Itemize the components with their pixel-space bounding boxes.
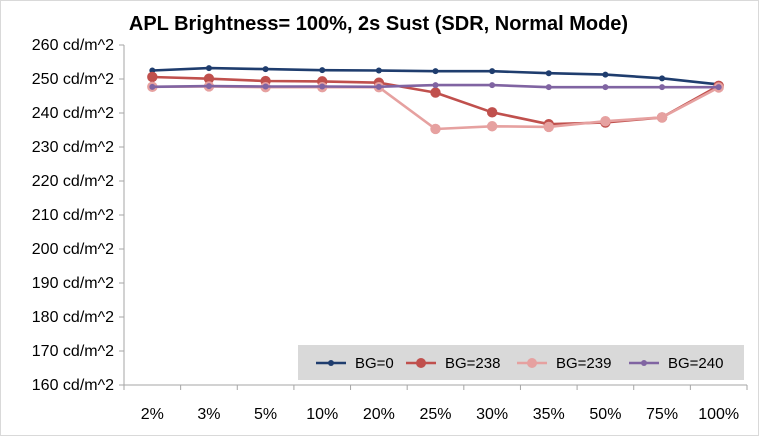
y-axis-tick-label: 160 cd/m^2 bbox=[32, 377, 114, 394]
data-point bbox=[545, 84, 552, 91]
y-axis-tick-label: 260 cd/m^2 bbox=[32, 37, 114, 54]
legend-label: BG=238 bbox=[445, 355, 500, 372]
data-point bbox=[203, 73, 215, 84]
data-point bbox=[319, 67, 326, 74]
series-group bbox=[147, 65, 724, 135]
legend-item: BG=0 bbox=[316, 355, 394, 372]
legend-label: BG=0 bbox=[355, 355, 394, 372]
legend-label: BG=240 bbox=[668, 355, 723, 372]
y-axis-tick-label: 180 cd/m^2 bbox=[32, 309, 114, 326]
legend-item: BG=238 bbox=[406, 355, 500, 372]
data-point bbox=[205, 65, 212, 72]
series-bg-240 bbox=[149, 82, 722, 91]
data-point bbox=[543, 121, 554, 133]
legend-item: BG=239 bbox=[517, 355, 611, 372]
data-point bbox=[486, 107, 498, 118]
x-axis-tick-label: 50% bbox=[589, 406, 621, 423]
y-axis-tick-label: 210 cd/m^2 bbox=[32, 207, 114, 224]
data-point bbox=[545, 70, 552, 77]
data-point bbox=[659, 75, 666, 82]
legend-marker-swatch bbox=[641, 360, 647, 366]
chart-title: APL Brightness= 100%, 2s Sust (SDR, Norm… bbox=[128, 13, 629, 35]
x-axis-tick-label: 100% bbox=[698, 406, 739, 423]
x-axis-tick-label: 10% bbox=[306, 406, 338, 423]
data-point bbox=[486, 121, 498, 132]
axes bbox=[119, 44, 748, 390]
data-point bbox=[602, 84, 609, 91]
data-point bbox=[149, 83, 156, 90]
data-point bbox=[262, 66, 269, 73]
legend-marker-swatch bbox=[527, 358, 537, 368]
data-point bbox=[432, 82, 439, 89]
x-axis-tick-label: 25% bbox=[419, 406, 451, 423]
x-axis-tick-label: 20% bbox=[363, 406, 395, 423]
data-point bbox=[375, 83, 382, 90]
legend-marker-swatch bbox=[416, 358, 426, 368]
data-point bbox=[600, 115, 611, 127]
x-axis-tick-label: 3% bbox=[197, 406, 220, 423]
legend-label: BG=239 bbox=[556, 355, 611, 372]
y-axis-tick-labels: 160 cd/m^2 170 cd/m^2 180 cd/m^2 190 cd/m^2… bbox=[32, 37, 114, 394]
data-point bbox=[715, 84, 722, 91]
legend: BG=0 BG=238 BG=239 BG=240 bbox=[298, 345, 744, 380]
data-point bbox=[430, 123, 441, 135]
x-axis-tick-label: 30% bbox=[476, 406, 508, 423]
data-point bbox=[602, 71, 609, 78]
data-point bbox=[489, 82, 496, 89]
x-axis-tick-label: 5% bbox=[254, 406, 277, 423]
y-axis-tick-label: 250 cd/m^2 bbox=[32, 71, 114, 88]
data-point bbox=[205, 83, 212, 90]
data-point bbox=[375, 67, 382, 74]
legend-item: BG=240 bbox=[629, 355, 723, 372]
x-axis-tick-label: 2% bbox=[141, 406, 164, 423]
data-point bbox=[262, 83, 269, 90]
data-point bbox=[430, 87, 441, 98]
y-axis-tick-label: 170 cd/m^2 bbox=[32, 343, 114, 360]
y-axis-tick-label: 230 cd/m^2 bbox=[32, 139, 114, 156]
series-bg-238 bbox=[147, 71, 724, 130]
data-point bbox=[147, 71, 158, 83]
data-point bbox=[489, 68, 496, 75]
y-axis-tick-label: 190 cd/m^2 bbox=[32, 275, 114, 292]
x-axis-tick-labels: 2% 3% 5% 10% 20% 25% 30% 35% 50% 75% 100% bbox=[141, 406, 739, 423]
y-axis-tick-label: 240 cd/m^2 bbox=[32, 105, 114, 122]
data-point bbox=[656, 112, 668, 123]
y-axis-tick-label: 200 cd/m^2 bbox=[32, 241, 114, 258]
y-axis-tick-label: 220 cd/m^2 bbox=[32, 173, 114, 190]
data-point bbox=[659, 84, 666, 91]
x-axis-tick-label: 75% bbox=[646, 406, 678, 423]
data-point bbox=[432, 68, 439, 75]
x-axis-tick-label: 35% bbox=[533, 406, 565, 423]
data-point bbox=[319, 83, 326, 90]
legend-marker-swatch bbox=[328, 360, 334, 366]
